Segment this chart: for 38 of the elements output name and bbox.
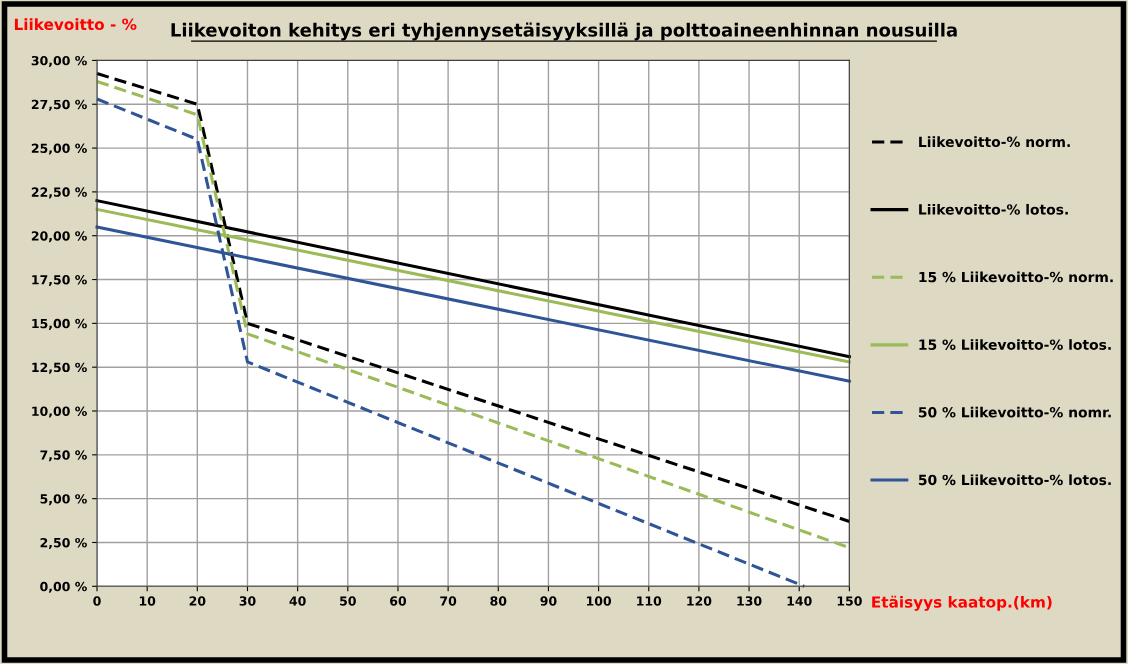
x-tick-label: 50 bbox=[340, 596, 356, 606]
y-tick-label: 5,00 % bbox=[40, 494, 87, 506]
x-tick-label: 150 bbox=[837, 596, 862, 606]
legend-label: 15 % Liikevoitto-% lotos. bbox=[919, 339, 1111, 350]
x-tick-label: 80 bbox=[490, 596, 507, 606]
x-tick-label: 70 bbox=[440, 596, 457, 606]
x-tick-label: 130 bbox=[737, 596, 762, 606]
y-tick-label: 17,50 % bbox=[32, 275, 87, 287]
x-tick-label: 90 bbox=[540, 596, 557, 606]
y-axis-title: Liikevoitto - % bbox=[14, 18, 137, 31]
y-tick-label: 30,00 % bbox=[31, 55, 87, 67]
y-tick-label: 15,00 % bbox=[32, 318, 87, 330]
x-tick-label: 10 bbox=[139, 596, 156, 606]
legend-label: Liikevoitto-% norm. bbox=[919, 136, 1070, 148]
y-tick-label: 0,00 % bbox=[40, 581, 87, 593]
x-tick-label: 100 bbox=[586, 596, 612, 606]
x-tick-label: 0 bbox=[93, 596, 101, 606]
legend-label: 50 % Liikevoitto-% lotos. bbox=[918, 474, 1111, 486]
chart-title: Liikevoiton kehitys eri tyhjennysetäisyyksillä ja polttoaineenhinnan nousuilla bbox=[171, 22, 957, 41]
y-tick-label: 7,50 % bbox=[40, 450, 87, 462]
x-tick-label: 120 bbox=[687, 596, 712, 606]
x-tick-label: 30 bbox=[239, 596, 256, 606]
y-tick-label: 12,50 % bbox=[32, 362, 87, 374]
y-tick-label: 10,00 % bbox=[32, 406, 87, 418]
x-tick-label: 20 bbox=[189, 596, 206, 606]
x-axis-title: Etäisyys kaatop.(km) bbox=[872, 595, 1052, 611]
x-tick-label: 60 bbox=[390, 596, 407, 606]
y-tick-label: 2,50 % bbox=[40, 537, 87, 550]
x-tick-label: 40 bbox=[289, 596, 306, 606]
y-tick-label: 25,00 % bbox=[31, 143, 87, 155]
legend-label: 15 % Liikevoitto-% norm. bbox=[919, 271, 1113, 283]
y-tick-label: 27,50 % bbox=[31, 99, 87, 111]
x-tick-label: 110 bbox=[637, 596, 662, 606]
x-tick-label: 140 bbox=[787, 596, 812, 606]
legend-label: 50 % Liikevoitto-% nomr. bbox=[918, 406, 1111, 418]
legend-label: Liikevoitto-% lotos. bbox=[919, 203, 1068, 215]
y-tick-label: 22,50 % bbox=[31, 187, 87, 199]
y-tick-label: 20,00 % bbox=[31, 231, 87, 243]
